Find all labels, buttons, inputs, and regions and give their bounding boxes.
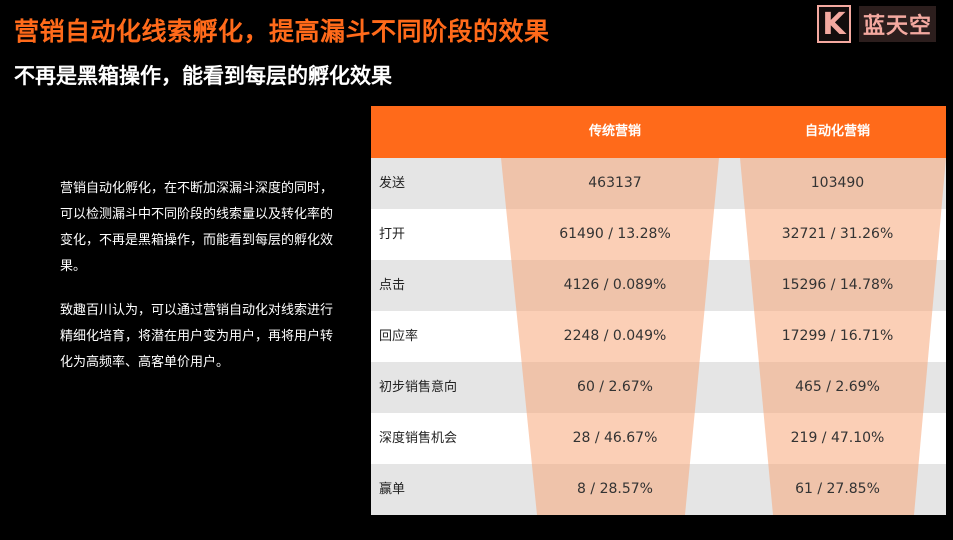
automated-value: 61 / 27.85% [795,481,880,497]
table-row-content: 初步销售意向 60 / 2.67% 465 / 2.69% [371,362,946,413]
row-label: 赢单 [379,482,406,497]
traditional-value: 61490 / 13.28% [559,226,671,242]
table-row-content: 深度销售机会 28 / 46.67% 219 / 47.10% [371,413,946,464]
table-header: 传统营销 自动化营销 [371,106,946,158]
logo-k-icon: K [817,5,851,43]
automated-value: 103490 [810,175,865,191]
row-label: 初步销售意向 [379,380,458,395]
logo-text: 蓝天空 [859,6,937,42]
traditional-value: 28 / 46.67% [572,430,658,446]
row-label: 打开 [379,227,406,242]
row-label: 深度销售机会 [379,431,458,446]
page-title: 营销自动化线索孵化，提高漏斗不同阶段的效果 [14,17,550,46]
header-traditional: 传统营销 [588,124,641,139]
automated-value: 17299 / 16.71% [781,328,894,344]
header-label-column [371,106,501,158]
table-row-content: 回应率 2248 / 0.049% 17299 / 16.71% [371,311,946,362]
row-label: 回应率 [379,329,419,344]
automated-value: 32721 / 31.26% [781,226,894,242]
table-row-content: 赢单 8 / 28.57% 61 / 27.85% [371,464,946,515]
table-row-content: 发送 463137 103490 [371,158,946,209]
brand-logo: K 蓝天空 [817,4,949,44]
traditional-value: 8 / 28.57% [577,481,653,497]
automated-value: 219 / 47.10% [790,430,885,446]
description-paragraph-1: 营销自动化孵化，在不断加深漏斗深度的同时，可以检测漏斗中不同阶段的线索量以及转化… [60,181,334,274]
traditional-value: 463137 [588,175,642,191]
traditional-value: 60 / 2.67% [577,379,653,395]
description-paragraph-2: 致趣百川认为，可以通过营销自动化对线索进行精细化培育，将潜在用户变为用户，再将用… [60,303,334,370]
header-automated: 自动化营销 [804,124,870,139]
traditional-value: 2248 / 0.049% [563,328,667,344]
description: 营销自动化孵化，在不断加深漏斗深度的同时，可以检测漏斗中不同阶段的线索量以及转化… [60,176,335,394]
comparison-table: 传统营销 自动化营销 发送 463137 103490 打开 61490 / 13.28… [371,106,946,515]
automated-value: 465 / 2.69% [795,379,880,395]
table-row-content: 点击 4126 / 0.089% 15296 / 14.78% [371,260,946,311]
page-subtitle: 不再是黑箱操作，能看到每层的孵化效果 [14,64,392,88]
traditional-value: 4126 / 0.089% [563,277,667,293]
row-label: 发送 [379,176,406,191]
table-row-content: 打开 61490 / 13.28% 32721 / 31.26% [371,209,946,260]
automated-value: 15296 / 14.78% [781,277,894,293]
row-label: 点击 [379,278,406,293]
